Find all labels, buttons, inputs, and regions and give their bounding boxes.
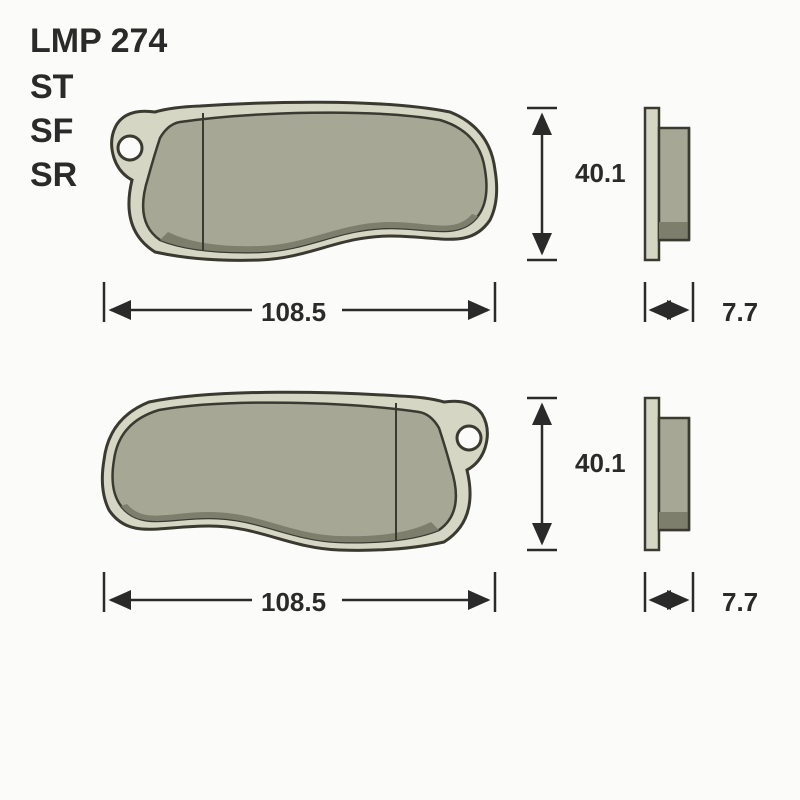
dim-thick-1: [645, 282, 693, 322]
brake-pad-2: [102, 392, 487, 550]
dim-width-2: [104, 572, 495, 612]
dim-width-1: [104, 282, 495, 322]
dim-height-2: [527, 398, 557, 550]
side-profile-2: [645, 398, 689, 550]
diagram-svg: [0, 0, 800, 800]
side-profile-1: [645, 108, 689, 260]
dim-thick-2: [645, 572, 693, 612]
dim-height-1: [527, 108, 557, 260]
brake-pad-1: [112, 102, 497, 260]
